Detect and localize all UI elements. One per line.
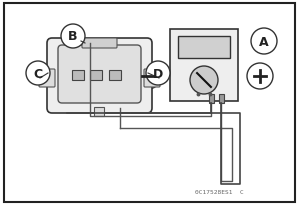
Bar [219, 95, 224, 103]
FancyBboxPatch shape [47, 39, 152, 114]
FancyBboxPatch shape [39, 70, 55, 88]
Text: C: C [33, 67, 42, 80]
Text: D: D [153, 67, 163, 80]
Bar [209, 95, 214, 103]
FancyBboxPatch shape [144, 70, 160, 88]
Circle shape [247, 64, 273, 90]
Bar [94, 108, 104, 116]
Circle shape [26, 62, 50, 85]
FancyBboxPatch shape [58, 46, 141, 103]
Text: 0C17528ES1  C: 0C17528ES1 C [195, 189, 244, 194]
FancyBboxPatch shape [82, 39, 117, 49]
Bar [178, 37, 230, 59]
Circle shape [61, 25, 85, 49]
FancyBboxPatch shape [90, 71, 102, 81]
Circle shape [135, 64, 161, 90]
Text: A: A [259, 35, 269, 48]
Circle shape [251, 29, 277, 55]
Circle shape [190, 67, 218, 95]
FancyBboxPatch shape [170, 30, 238, 102]
Text: B: B [68, 30, 78, 43]
Circle shape [146, 62, 170, 85]
FancyBboxPatch shape [72, 71, 84, 81]
FancyBboxPatch shape [109, 71, 121, 81]
